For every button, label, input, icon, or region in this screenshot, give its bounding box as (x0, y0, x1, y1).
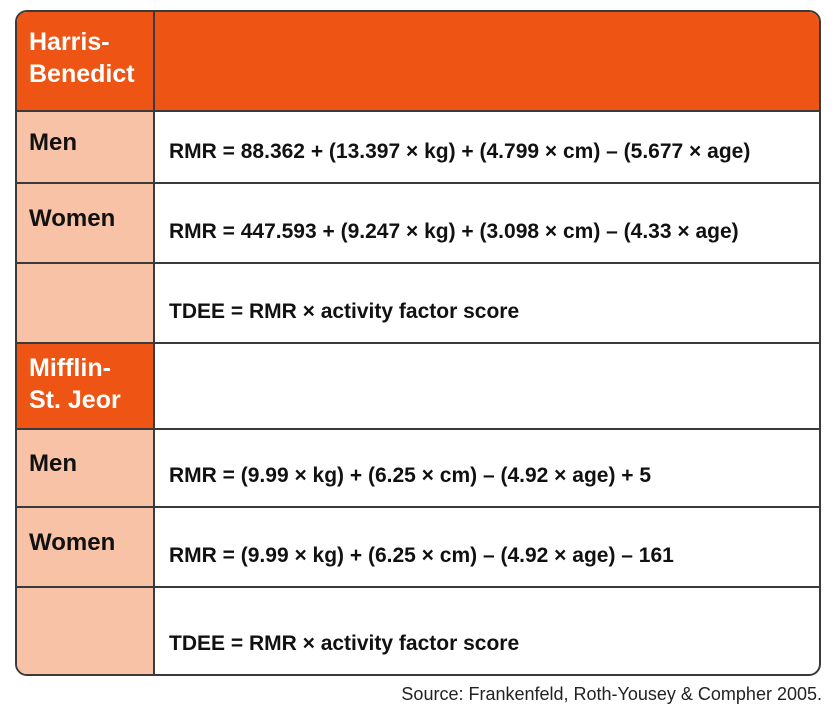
formula-mifflin-men: RMR = (9.99 × kg) + (6.25 × cm) – (4.92 … (155, 430, 819, 508)
row-label-empty (17, 588, 155, 674)
row-label-men: Men (17, 112, 155, 184)
section-header-fill (155, 344, 819, 430)
row-label-women: Women (17, 184, 155, 264)
section-name-line1: Mifflin- (29, 354, 111, 382)
formula-harris-men: RMR = 88.362 + (13.397 × kg) + (4.799 × … (155, 112, 819, 184)
formula-harris-women: RMR = 447.593 + (9.247 × kg) + (3.098 × … (155, 184, 819, 264)
section-header-harris-benedict: Harris- Benedict (17, 12, 155, 112)
section-name-line2: St. Jeor (29, 386, 121, 414)
section-name-line2: Benedict (29, 60, 135, 88)
section-header-fill (155, 12, 819, 112)
row-label-women: Women (17, 508, 155, 588)
row-label-text: Men (29, 450, 77, 477)
row-label-men: Men (17, 430, 155, 508)
section-header-mifflin-st-jeor: Mifflin- St. Jeor (17, 344, 155, 430)
row-label-text: Men (29, 129, 77, 156)
row-label-text: Women (29, 529, 116, 556)
row-label-empty (17, 264, 155, 344)
section-name-line1: Harris- (29, 28, 110, 56)
source-citation: Source: Frankenfeld, Roth-Yousey & Comph… (401, 684, 822, 704)
formula-mifflin-women: RMR = (9.99 × kg) + (6.25 × cm) – (4.92 … (155, 508, 819, 588)
formula-harris-tdee: TDEE = RMR × activity factor score (155, 264, 819, 344)
formula-mifflin-tdee: TDEE = RMR × activity factor score (169, 632, 520, 655)
equations-table: Harris- Benedict Men RMR = 88.362 + (13.… (15, 10, 821, 676)
row-label-text: Women (29, 205, 116, 232)
